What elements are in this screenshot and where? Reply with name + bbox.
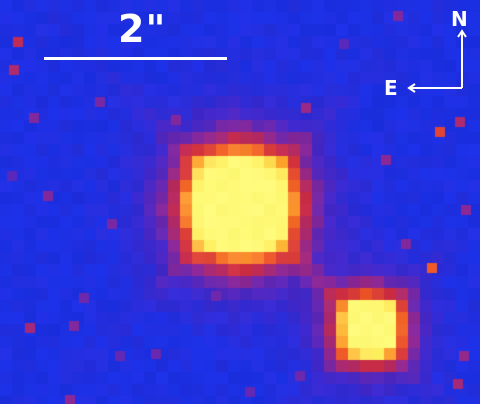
scale-bar-label: 2"	[118, 7, 167, 51]
scale-bar-line	[44, 57, 227, 60]
north-arrow-head	[457, 29, 467, 38]
east-arrow-head	[407, 83, 416, 93]
compass-north-label: N	[451, 7, 468, 31]
compass-east-label: E	[384, 76, 398, 100]
compass-arrows	[407, 29, 467, 93]
